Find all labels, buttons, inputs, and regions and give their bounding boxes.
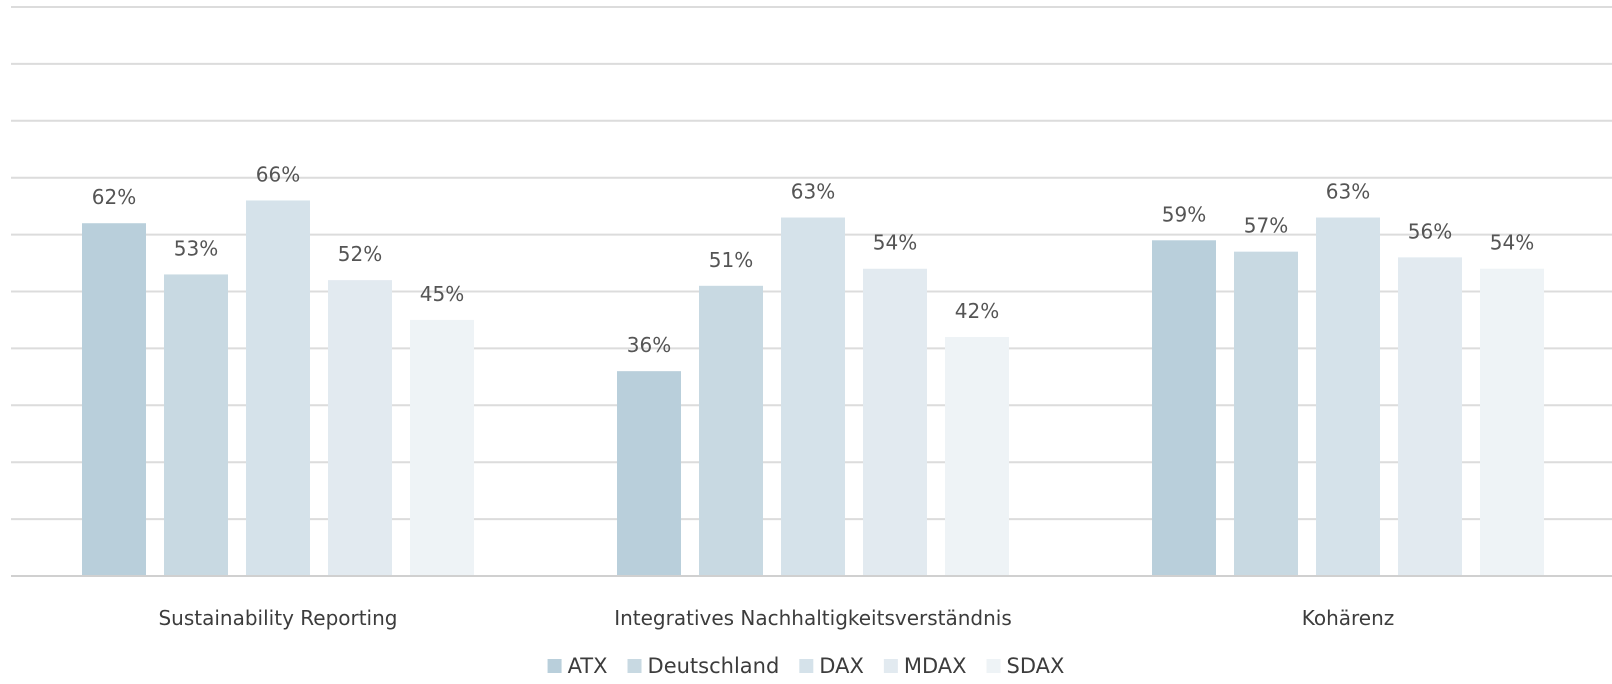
legend-label: MDAX <box>904 654 967 678</box>
legend-label: DAX <box>819 654 864 678</box>
bar-deutschland <box>164 274 228 576</box>
category-label: Sustainability Reporting <box>158 606 397 630</box>
data-label: 51% <box>709 248 753 272</box>
data-label: 56% <box>1408 219 1452 243</box>
data-label: 63% <box>791 180 835 204</box>
data-label: 66% <box>256 162 300 186</box>
legend-label: ATX <box>568 654 608 678</box>
legend-swatch <box>627 659 642 673</box>
data-label: 42% <box>955 299 999 323</box>
bar-dax <box>781 217 845 576</box>
data-label: 53% <box>174 236 218 260</box>
bar-sdax <box>1480 268 1544 576</box>
bar-sdax <box>410 319 474 576</box>
legend-item-dax: DAX <box>799 654 864 678</box>
legend-label: Deutschland <box>648 654 780 678</box>
data-label: 63% <box>1326 180 1370 204</box>
category-labels: Sustainability Reporting Integratives Nac… <box>158 606 1394 630</box>
bar-dax <box>1316 217 1380 576</box>
bar-sdax <box>945 337 1009 576</box>
legend-swatch <box>883 659 898 673</box>
bar-atx <box>1152 240 1216 577</box>
legend-swatch <box>986 659 1001 673</box>
legend-item-sdax: SDAX <box>986 654 1065 678</box>
bar-deutschland <box>699 285 763 576</box>
bar-mdax <box>863 268 927 576</box>
data-label: 54% <box>873 231 917 255</box>
bar-mdax <box>328 280 392 576</box>
legend-swatch <box>547 659 562 673</box>
data-label: 59% <box>1162 202 1206 226</box>
bar-atx <box>82 223 146 576</box>
category-label: Kohärenz <box>1302 606 1395 630</box>
data-label: 45% <box>420 282 464 306</box>
data-label: 54% <box>1490 231 1534 255</box>
data-label: 62% <box>92 185 136 209</box>
legend-item-atx: ATX <box>547 654 608 678</box>
bar-mdax <box>1398 257 1462 576</box>
legend-item-mdax: MDAX <box>883 654 967 678</box>
bar-dax <box>246 200 310 576</box>
legend-swatch <box>799 659 814 673</box>
bar-atx <box>617 371 681 576</box>
data-label: 52% <box>338 242 382 266</box>
data-label: 57% <box>1244 214 1288 238</box>
legend: ATX Deutschland DAX MDAX SDAX <box>547 654 1065 678</box>
category-label: Integratives Nachhaltigkeitsverständnis <box>614 606 1012 630</box>
legend-item-deutschland: Deutschland <box>627 654 780 678</box>
legend-label: SDAX <box>1007 654 1065 678</box>
value-labels: 62% 53% 66% 52% 45% 36% 51% 63% 54% 42% 59% 57% 63% 5… <box>92 162 1534 357</box>
data-label: 36% <box>627 333 671 357</box>
bar-deutschland <box>1234 251 1298 577</box>
bars <box>82 200 1544 577</box>
